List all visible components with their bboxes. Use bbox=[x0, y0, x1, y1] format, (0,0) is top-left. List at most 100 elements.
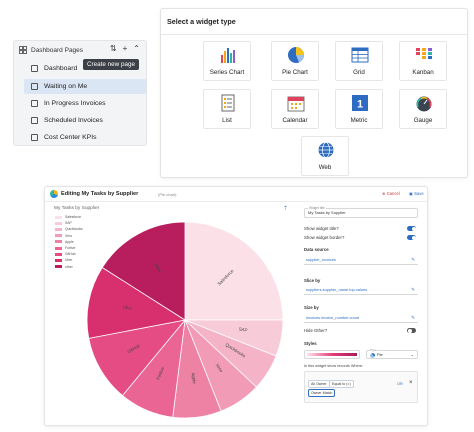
save-button[interactable]: ▣ Save bbox=[409, 191, 424, 196]
legend-label: Fortive bbox=[65, 246, 76, 251]
sidebar-header: Dashboard Pages ⇅ + ⌃ bbox=[14, 41, 148, 59]
add-page-button[interactable]: + bbox=[122, 44, 128, 53]
sidebar-item-in-progress-invoices[interactable]: In Progress Invoices bbox=[24, 96, 146, 111]
slice-label: Xero bbox=[215, 363, 225, 374]
widget-label: Calendar bbox=[282, 117, 308, 124]
editor-header: Editing My Tasks by Supplier (Pie chart)… bbox=[45, 187, 427, 202]
widget-pie-chart[interactable]: Pie Chart bbox=[271, 41, 319, 81]
widget-label: List bbox=[222, 117, 232, 124]
show-title-label: Show widget title? bbox=[304, 226, 339, 231]
filter-or-button[interactable]: OR bbox=[397, 382, 403, 386]
legend-entry: GitHub bbox=[55, 251, 83, 257]
web-icon bbox=[318, 142, 334, 158]
legend-label: Quickbooks bbox=[65, 227, 83, 232]
sidebar-item-label: Scheduled Invoices bbox=[44, 117, 103, 124]
calendar-icon bbox=[287, 96, 305, 112]
page-icon bbox=[31, 117, 38, 124]
show-title-toggle[interactable] bbox=[407, 226, 416, 231]
widget-grid[interactable]: Grid bbox=[335, 41, 383, 81]
metric-icon-value: 1 bbox=[357, 99, 363, 111]
color-palette-select[interactable] bbox=[304, 350, 360, 359]
legend-label: Xero bbox=[65, 233, 73, 238]
cancel-label: Cancel bbox=[386, 191, 400, 196]
data-source-select[interactable]: supplier_invoices ✎ bbox=[304, 256, 418, 265]
slice-by-value: suppliers.supplier_name.top-values bbox=[306, 287, 368, 292]
size-by-value: invoices.invoice_number.count bbox=[306, 315, 359, 320]
sort-icon[interactable]: ⇅ bbox=[109, 44, 117, 53]
hide-other-toggle[interactable] bbox=[407, 328, 416, 333]
sidebar-item-dashboard[interactable]: Dashboard bbox=[24, 61, 146, 76]
widget-label: Grid bbox=[353, 69, 365, 76]
widget-type-picker: Select a widget type Series Chart Pie Ch… bbox=[160, 8, 468, 178]
remove-filter-icon[interactable]: × bbox=[409, 380, 413, 386]
legend-entry: Uber bbox=[55, 257, 83, 263]
collapse-chevron-icon[interactable]: ⌃ bbox=[133, 44, 140, 53]
save-label: Save bbox=[414, 191, 424, 196]
divider bbox=[161, 34, 467, 35]
widget-kanban[interactable]: Kanban bbox=[399, 41, 447, 81]
legend-swatch bbox=[55, 234, 62, 238]
sidebar-item-label: Cost Center KPIs bbox=[44, 134, 97, 141]
widget-title-input[interactable]: Widget title My Tasks by Supplier bbox=[304, 206, 418, 218]
settings-panel: Widget title My Tasks by Supplier Show w… bbox=[304, 204, 422, 425]
app-logo-icon bbox=[50, 190, 58, 198]
size-by-label: Size by bbox=[304, 305, 319, 310]
sidebar-item-scheduled-invoices[interactable]: Scheduled Invoices bbox=[24, 113, 146, 128]
slice-label: Fortive bbox=[155, 366, 165, 381]
show-border-toggle[interactable] bbox=[407, 235, 416, 240]
filter-field-chip[interactable]: All Owner bbox=[308, 380, 330, 388]
size-by-select[interactable]: invoices.invoice_number.count ✎ bbox=[304, 314, 418, 323]
slice-label: SAP bbox=[238, 326, 248, 333]
legend-entry: Apple bbox=[55, 239, 83, 245]
styles-label: Styles bbox=[304, 341, 317, 346]
widget-metric[interactable]: 1 Metric bbox=[335, 89, 383, 129]
grid-icon bbox=[351, 47, 369, 63]
legend-entry: Fortive bbox=[55, 245, 83, 251]
widget-title-value: My Tasks by Supplier bbox=[308, 210, 346, 215]
chart-type-select[interactable]: Type Pie ⌄ bbox=[366, 348, 418, 359]
type-field-label: Type bbox=[370, 348, 377, 352]
pie-chart-icon bbox=[288, 47, 304, 63]
slice-label: Uber bbox=[122, 304, 133, 311]
pie-chart: SalesforceSAPQuickbooksXeroAppleFortiveG… bbox=[86, 221, 284, 419]
sidebar-item-label: In Progress Invoices bbox=[44, 100, 106, 107]
widget-gauge[interactable]: Gauge bbox=[399, 89, 447, 129]
widget-web[interactable]: Web bbox=[301, 136, 349, 176]
data-source-label: Data source bbox=[304, 247, 329, 252]
pie-slice[interactable] bbox=[86, 266, 187, 339]
legend-swatch bbox=[55, 246, 62, 250]
widget-label: Pie Chart bbox=[282, 69, 308, 76]
page-icon bbox=[31, 83, 38, 90]
legend-swatch bbox=[55, 215, 62, 219]
pin-icon[interactable]: ⇡ bbox=[283, 206, 289, 212]
widget-calendar[interactable]: Calendar bbox=[271, 89, 319, 129]
sidebar-item-label: Waiting on Me bbox=[44, 83, 88, 90]
filter-value-chip[interactable]: Owner Match bbox=[308, 389, 336, 397]
slice-label: Apple bbox=[191, 372, 197, 384]
show-border-label: Show widget border? bbox=[304, 235, 345, 240]
sidebar-item-waiting-on-me[interactable]: Waiting on Me bbox=[24, 79, 146, 94]
hide-other-label: Hide Other? bbox=[304, 328, 328, 333]
slice-label: GitHub bbox=[126, 343, 141, 355]
widget-list[interactable]: List bbox=[203, 89, 251, 129]
pie-slice[interactable] bbox=[101, 221, 186, 321]
color-gradient-swatch bbox=[307, 353, 357, 356]
widget-label: Web bbox=[318, 164, 332, 171]
edit-icon: ✎ bbox=[411, 287, 415, 292]
slice-by-select[interactable]: suppliers.supplier_name.top-values ✎ bbox=[304, 286, 418, 295]
filter-builder: All Owner Equal to (=) Owner Match OR × bbox=[304, 371, 418, 403]
widget-series-chart[interactable]: Series Chart bbox=[203, 41, 251, 81]
dashboard-grid-icon bbox=[19, 46, 27, 54]
editor-title: Editing My Tasks by Supplier bbox=[61, 191, 139, 197]
widget-label: Gauge bbox=[413, 117, 433, 124]
chart-legend: Salesforce SAP Quickbooks Xero Apple Fortive G… bbox=[55, 214, 83, 270]
sidebar-title: Dashboard Pages bbox=[31, 46, 84, 54]
pie-slice[interactable] bbox=[88, 319, 187, 397]
metric-icon: 1 bbox=[352, 95, 368, 111]
pie-slice[interactable] bbox=[184, 221, 284, 321]
picker-title: Select a widget type bbox=[167, 17, 236, 26]
sidebar-item-cost-center-kpis[interactable]: Cost Center KPIs bbox=[24, 130, 146, 145]
legend-entry: SAP bbox=[55, 220, 83, 226]
filter-operator-chip[interactable]: Equal to (=) bbox=[329, 380, 354, 388]
cancel-button[interactable]: ⊗ Cancel bbox=[382, 191, 400, 196]
